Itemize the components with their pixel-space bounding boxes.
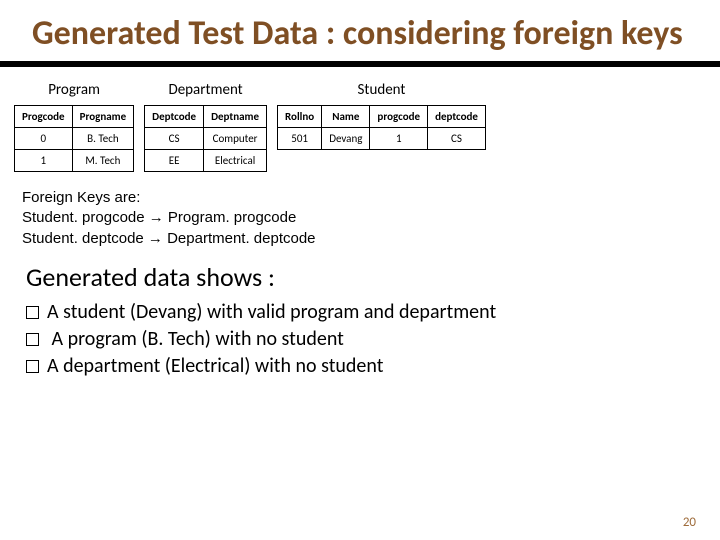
table-header-row: Progcode Progname: [15, 106, 134, 128]
fk-line: Student. deptcode → Department. deptcode: [22, 229, 720, 249]
cell: EE: [145, 150, 204, 172]
cell: 1: [370, 128, 428, 150]
bullet-text: A program (B. Tech) with no student: [47, 327, 344, 351]
student-table: Rollno Name progcode deptcode 501 Devang…: [277, 105, 486, 150]
department-table: Deptcode Deptname CS Computer EE Electri…: [144, 105, 267, 172]
cell: CS: [145, 128, 204, 150]
table-row: 501 Devang 1 CS: [278, 128, 486, 150]
foreign-keys-block: Foreign Keys are: Student. progcode → Pr…: [0, 182, 720, 249]
checkbox-icon: [26, 333, 39, 346]
header-cell: deptcode: [428, 106, 486, 128]
checkbox-icon: [26, 306, 39, 319]
department-caption: Department: [144, 81, 267, 99]
table-header-row: Deptcode Deptname: [145, 106, 267, 128]
table-row: CS Computer: [145, 128, 267, 150]
cell: Devang: [322, 128, 370, 150]
fk-heading: Foreign Keys are:: [22, 188, 720, 208]
table-row: EE Electrical: [145, 150, 267, 172]
cell: 1: [15, 150, 73, 172]
table-row: 1 M. Tech: [15, 150, 134, 172]
header-cell: Rollno: [278, 106, 322, 128]
header-cell: Progcode: [15, 106, 73, 128]
header-cell: Name: [322, 106, 370, 128]
list-item: A department (Electrical) with no studen…: [26, 353, 720, 380]
cell: Computer: [204, 128, 267, 150]
cell: 501: [278, 128, 322, 150]
program-table: Progcode Progname 0 B. Tech 1 M. Tech: [14, 105, 134, 172]
bullet-text: A student (Devang) with valid program an…: [47, 300, 496, 324]
student-table-group: Student Rollno Name progcode deptcode 50…: [277, 81, 486, 150]
fk-line: Student. progcode → Program. progcode: [22, 208, 720, 228]
table-header-row: Rollno Name progcode deptcode: [278, 106, 486, 128]
header-cell: Deptcode: [145, 106, 204, 128]
slide-title: Generated Test Data : considering foreig…: [0, 0, 720, 67]
list-item: A student (Devang) with valid program an…: [26, 299, 720, 326]
program-caption: Program: [14, 81, 134, 99]
cell: B. Tech: [72, 128, 134, 150]
header-cell: Progname: [72, 106, 134, 128]
header-cell: Deptname: [204, 106, 267, 128]
tables-row: Program Progcode Progname 0 B. Tech 1 M.…: [0, 67, 720, 182]
student-caption: Student: [277, 81, 486, 99]
checkbox-icon: [26, 360, 39, 373]
table-row: 0 B. Tech: [15, 128, 134, 150]
program-table-group: Program Progcode Progname 0 B. Tech 1 M.…: [14, 81, 134, 172]
page-number: 20: [683, 515, 696, 530]
list-item: A program (B. Tech) with no student: [26, 326, 720, 353]
bullet-text: A department (Electrical) with no studen…: [47, 354, 383, 378]
cell: 0: [15, 128, 73, 150]
header-cell: progcode: [370, 106, 428, 128]
bullet-list: A student (Devang) with valid program an…: [0, 299, 720, 380]
cell: M. Tech: [72, 150, 134, 172]
subheading: Generated data shows :: [0, 249, 720, 299]
cell: Electrical: [204, 150, 267, 172]
department-table-group: Department Deptcode Deptname CS Computer…: [144, 81, 267, 172]
cell: CS: [428, 128, 486, 150]
